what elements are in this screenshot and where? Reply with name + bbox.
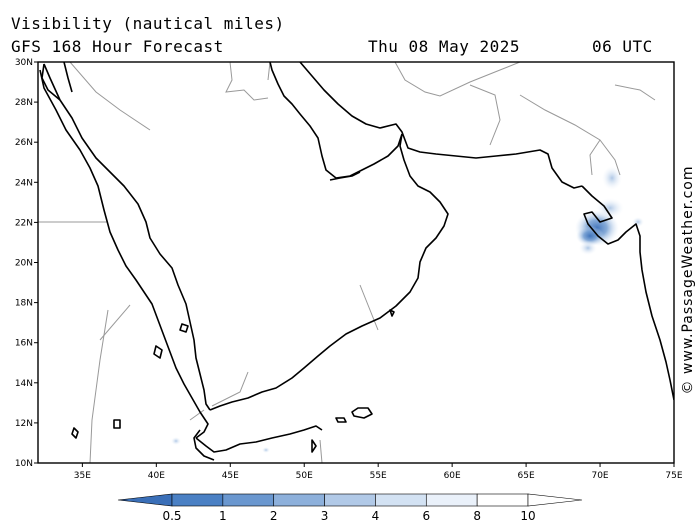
colorbar-segment bbox=[222, 493, 275, 507]
colorbar-segment bbox=[476, 493, 529, 507]
map-frame bbox=[37, 61, 675, 464]
lat-tick-label: 20N bbox=[15, 259, 33, 269]
colorbar-label: 8 bbox=[473, 509, 481, 523]
lat-tick-label: 12N bbox=[15, 419, 33, 429]
latitude-axis: 30N 28N 26N 24N 22N 20N 18N 16N 14N 12N 10N bbox=[15, 58, 38, 469]
lat-tick-label: 26N bbox=[15, 138, 33, 148]
lat-tick-label: 28N bbox=[15, 98, 33, 108]
colorbar-label: 10 bbox=[520, 509, 535, 523]
lat-tick-label: 22N bbox=[15, 218, 33, 228]
lat-tick-label: 18N bbox=[15, 299, 33, 309]
lon-tick-label: 35E bbox=[74, 471, 91, 481]
longitude-axis: 35E 40E 45E 50E 55E 60E 65E 70E 75E bbox=[74, 463, 683, 481]
colorbar-segment bbox=[273, 493, 325, 507]
coastlines bbox=[39, 62, 674, 461]
colorbar-segment bbox=[171, 493, 224, 507]
lon-tick-label: 70E bbox=[591, 471, 608, 481]
lon-tick-label: 60E bbox=[444, 471, 461, 481]
colorbar-label: 1 bbox=[219, 509, 227, 523]
colorbar-label: 2 bbox=[270, 509, 278, 523]
colorbar-left-arrow bbox=[117, 493, 173, 507]
forecast-time: 06 UTC bbox=[592, 37, 653, 56]
colorbar-segment bbox=[425, 493, 478, 507]
colorbar-label: 4 bbox=[372, 509, 380, 523]
lat-tick-label: 14N bbox=[15, 379, 33, 389]
lat-tick-label: 16N bbox=[15, 339, 33, 349]
colorbar-right-arrow bbox=[527, 493, 583, 507]
credit-watermark: © www.PassageWeather.com bbox=[678, 150, 698, 410]
colorbar-label: 6 bbox=[422, 509, 430, 523]
lon-tick-label: 65E bbox=[518, 471, 535, 481]
country-borders bbox=[38, 62, 656, 463]
lon-tick-label: 55E bbox=[370, 471, 387, 481]
lon-tick-label: 45E bbox=[222, 471, 239, 481]
colorbar-segment bbox=[375, 493, 427, 507]
lat-tick-label: 10N bbox=[15, 459, 33, 469]
map-title: Visibility (nautical miles) bbox=[11, 14, 285, 33]
lon-tick-label: 50E bbox=[296, 471, 313, 481]
colorbar-segment bbox=[324, 493, 376, 507]
colorbar-label: 0.5 bbox=[162, 509, 181, 523]
visibility-colorbar: 0.5 1 2 3 4 6 8 10 bbox=[117, 493, 583, 523]
colorbar-label: 3 bbox=[321, 509, 329, 523]
credit-text: © www.PassageWeather.com bbox=[680, 165, 696, 395]
lon-tick-label: 75E bbox=[665, 471, 682, 481]
lon-tick-label: 40E bbox=[148, 471, 165, 481]
forecast-label: GFS 168 Hour Forecast bbox=[11, 37, 224, 56]
lat-tick-label: 24N bbox=[15, 178, 33, 188]
forecast-date: Thu 08 May 2025 bbox=[368, 37, 520, 56]
lat-tick-label: 30N bbox=[15, 58, 33, 68]
visibility-shading bbox=[171, 166, 644, 453]
